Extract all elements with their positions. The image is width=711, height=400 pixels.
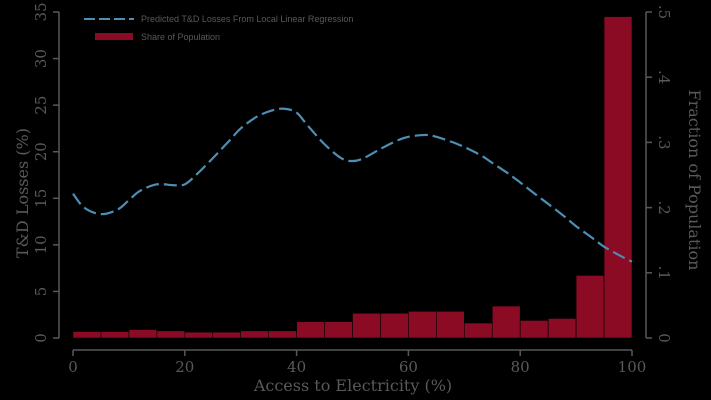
x-tick-label: 100 (618, 358, 647, 376)
population-bar (463, 322, 493, 339)
y-left-tick-label: 35 (32, 2, 50, 21)
y-left-ticks: 0 5 10 15 20 25 30 35 (32, 2, 59, 343)
population-bar (240, 330, 269, 339)
x-tick-label: 0 (68, 358, 78, 376)
legend-bar-label: Share of Population (141, 32, 220, 42)
x-tick-label: 80 (511, 358, 530, 376)
x-tick-label: 60 (399, 358, 418, 376)
x-ticks: 0 20 40 60 80 100 (68, 350, 646, 376)
y-left-tick-label: 0 (32, 333, 50, 343)
population-bar (268, 330, 297, 339)
population-bar (519, 320, 549, 339)
population-bar (184, 331, 214, 339)
population-bar (380, 312, 409, 339)
y-right-tick-label: .4 (655, 70, 673, 84)
population-bar (156, 330, 186, 339)
y-right-tick-label: .5 (655, 5, 673, 19)
predicted-losses-line (72, 107, 633, 263)
y-left-tick-label: 10 (32, 235, 50, 254)
population-bar (491, 305, 521, 339)
y-right-ticks: 0 .1 .2 .3 .4 .5 (646, 5, 673, 343)
population-bar (436, 310, 465, 339)
y-right-axis-title: Fraction of Population (685, 90, 704, 271)
x-tick-label: 40 (287, 358, 306, 376)
x-tick-label: 20 (175, 358, 194, 376)
population-bar (352, 312, 381, 339)
y-right-tick-label: 0 (655, 333, 673, 343)
y-right-tick-label: .3 (655, 135, 673, 149)
population-bar (408, 310, 437, 339)
population-bar (547, 318, 577, 339)
y-left-tick-label: 5 (32, 287, 50, 297)
legend-line-label: Predicted T&D Losses From Local Linear R… (141, 14, 353, 24)
y-right-tick-label: .2 (655, 200, 673, 214)
y-left-tick-label: 15 (32, 189, 50, 208)
legend: Predicted T&D Losses From Local Linear R… (84, 14, 353, 42)
y-right-tick-label: .1 (655, 266, 673, 280)
y-left-tick-label: 20 (32, 142, 50, 161)
y-left-axis-title: T&D Losses (%) (13, 128, 32, 258)
population-bar (212, 331, 242, 339)
population-bar (575, 275, 605, 339)
population-bar (128, 329, 158, 339)
y-left-tick-label: 30 (32, 49, 50, 68)
legend-bar-swatch (95, 33, 133, 40)
y-left-tick-label: 25 (32, 96, 50, 115)
population-bar (603, 16, 633, 339)
x-axis-title: Access to Electricity (%) (253, 376, 452, 395)
axes: 0 20 40 60 80 100 0 5 10 15 20 25 30 35 0 .1 .2 .3 .4 .5 (32, 2, 673, 376)
population-bar (324, 321, 353, 339)
population-bar (100, 331, 130, 339)
population-bars (72, 16, 633, 339)
population-bar (296, 321, 325, 339)
population-bar (72, 331, 102, 339)
